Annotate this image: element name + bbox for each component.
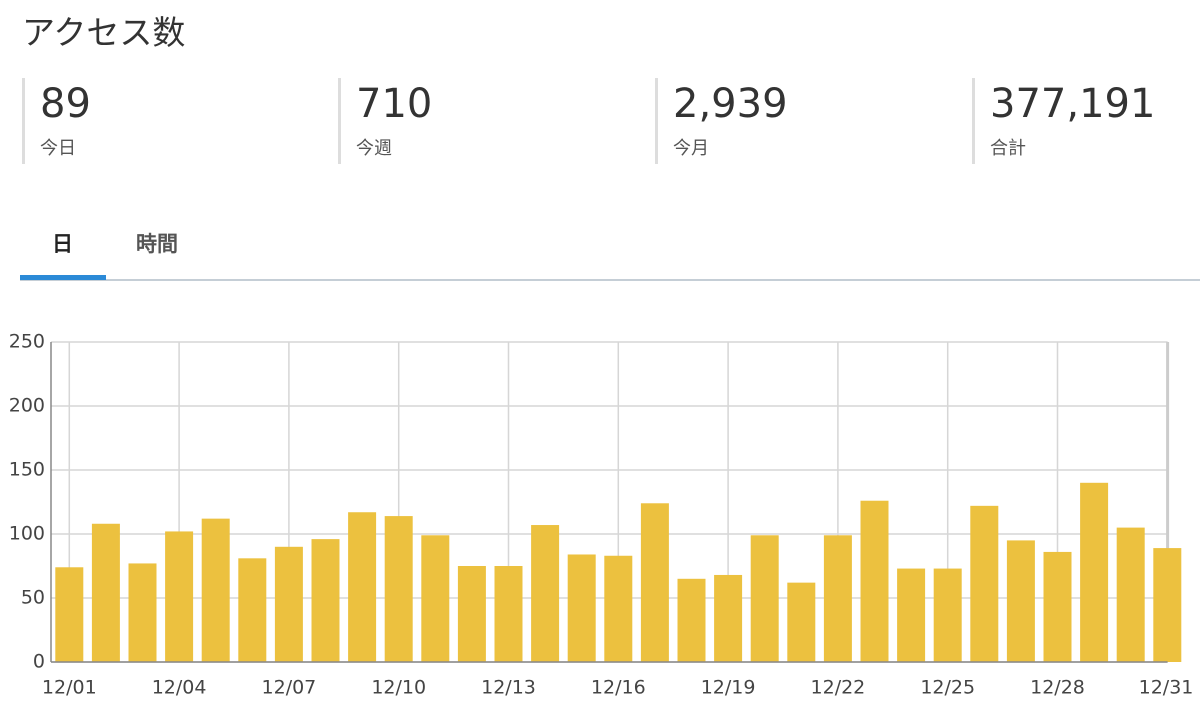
bar (531, 525, 560, 662)
stat-value: 710 (356, 81, 433, 127)
bar (494, 566, 523, 662)
stat-value: 377,191 (990, 81, 1156, 127)
bar (91, 523, 120, 662)
bar (457, 566, 486, 662)
bar (1080, 482, 1109, 662)
y-tick-label: 100 (9, 523, 45, 545)
bar (165, 531, 194, 662)
bar (1043, 551, 1072, 662)
bar (823, 535, 852, 662)
bar (55, 567, 84, 662)
tab[interactable]: 時間 (136, 232, 178, 256)
stat-card: 89 今日 (22, 78, 91, 164)
bar (348, 512, 377, 662)
x-tick-label: 12/07 (262, 677, 317, 699)
tab-divider (20, 279, 1200, 281)
bar (677, 578, 706, 662)
bar (640, 503, 669, 662)
bar (604, 555, 633, 662)
page-title: アクセス数 (22, 13, 186, 52)
bar (238, 558, 267, 662)
x-tick-label: 12/04 (152, 677, 207, 699)
tab[interactable]: 日 (52, 232, 73, 256)
bar (311, 539, 340, 662)
bar (274, 546, 303, 662)
stat-card: 2,939 今月 (655, 78, 788, 164)
bar (933, 568, 962, 662)
bar (421, 535, 450, 662)
y-tick-label: 150 (9, 459, 45, 481)
x-tick-label: 12/19 (701, 677, 756, 699)
tab-indicator (20, 275, 106, 280)
y-tick-label: 0 (33, 651, 45, 673)
chart: 0 50 100 150 200 250 12/01 12/04 12/07 12/10 12/13… (9, 331, 1194, 699)
bar (1116, 527, 1145, 662)
x-tick-label: 12/13 (481, 677, 536, 699)
x-tick-label: 12/16 (591, 677, 646, 699)
y-tick-label: 250 (9, 331, 45, 353)
stat-label: 今日 (40, 138, 76, 159)
bar (787, 582, 816, 662)
y-tick-label: 200 (9, 395, 45, 417)
bar (567, 554, 596, 662)
x-tick-label: 12/31 (1139, 677, 1194, 699)
bar (970, 505, 999, 662)
x-tick-label: 12/10 (371, 677, 426, 699)
bar (128, 563, 157, 662)
bar (897, 568, 926, 662)
x-tick-label: 12/25 (920, 677, 975, 699)
x-tick-label: 12/01 (42, 677, 97, 699)
bar (201, 518, 230, 662)
bar (1006, 540, 1035, 662)
bar (714, 574, 743, 662)
stat-label: 合計 (990, 138, 1026, 159)
bar (750, 535, 779, 662)
stat-card: 377,191 合計 (972, 78, 1155, 164)
stat-value: 2,939 (673, 81, 788, 127)
stat-label: 今月 (673, 138, 709, 159)
bar (384, 516, 413, 662)
x-tick-label: 12/28 (1030, 677, 1085, 699)
stat-card: 710 今週 (338, 78, 432, 164)
bar (1153, 548, 1182, 662)
stat-value: 89 (40, 81, 91, 127)
x-tick-label: 12/22 (811, 677, 866, 699)
bar (860, 500, 889, 662)
stat-label: 今週 (356, 138, 392, 159)
y-tick-label: 50 (21, 587, 45, 609)
